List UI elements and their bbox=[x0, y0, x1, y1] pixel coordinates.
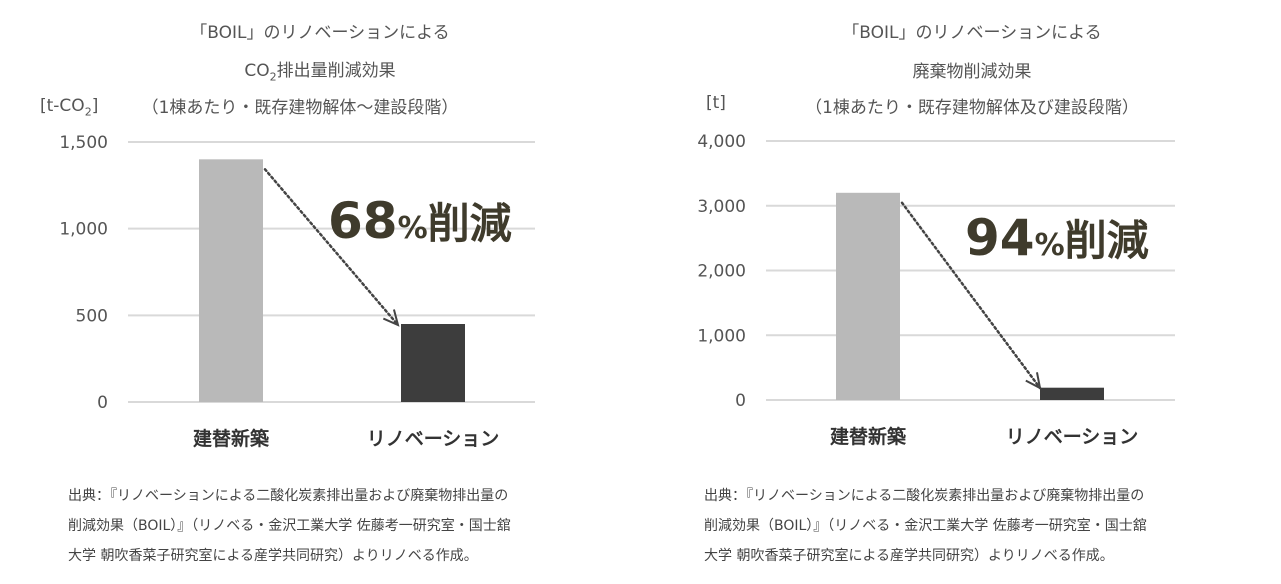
source-line: 削減効果（BOIL）』（リノベる・金沢工業大学 佐藤考一研究室・国士舘 bbox=[68, 518, 511, 534]
reduction-number: 68 bbox=[328, 192, 398, 250]
chart-title-line2: CO2排出量削減効果 bbox=[0, 56, 640, 83]
source-line: 出典：『リノベーションによる二酸化炭素排出量および廃棄物排出量の bbox=[68, 488, 509, 504]
source-line: 大学 朝吹香菜子研究室による産学共同研究）よりリノベる作成。 bbox=[704, 548, 1114, 564]
reduction-percent: % bbox=[1034, 228, 1065, 263]
chart-title-co: CO bbox=[244, 61, 270, 81]
reduction-arrow-line bbox=[900, 201, 1042, 390]
chart-title-line2: 廃棄物削減効果 bbox=[912, 62, 1032, 82]
source-note: 出典：『リノベーションによる二酸化炭素排出量および廃棄物排出量の 削減効果（BO… bbox=[68, 481, 511, 571]
y-tick-label: 0 bbox=[735, 391, 746, 411]
y-tick-label: 1,000 bbox=[59, 220, 108, 240]
y-tick-label: 3,000 bbox=[697, 197, 746, 217]
source-line: 大学 朝吹香菜子研究室による産学共同研究）よりリノベる作成。 bbox=[68, 548, 478, 564]
chart-title-line1: 「BOIL」のリノベーションによる bbox=[842, 23, 1102, 43]
chart-title-line3: （1棟あたり・既存建物解体～建設段階） bbox=[141, 98, 459, 118]
x-category-label: 建替新築 bbox=[193, 427, 270, 450]
co2-bar-chart: 0 500 1,000 1,500 建替新築 リノベーション bbox=[59, 133, 535, 450]
reduction-percent: % bbox=[397, 211, 428, 246]
reduction-word: 削減 bbox=[427, 199, 512, 248]
y-axis-unit: [t] bbox=[706, 93, 726, 113]
bar-renovation bbox=[401, 324, 465, 402]
reduction-arrow-head bbox=[1025, 372, 1042, 390]
source-line: 削減効果（BOIL）』（リノベる・金沢工業大学 佐藤考一研究室・国士舘 bbox=[704, 518, 1147, 534]
x-category-label: 建替新築 bbox=[830, 425, 907, 448]
reduction-callout: 68%削減 bbox=[328, 196, 512, 246]
chart-title-sub: 2 bbox=[269, 70, 277, 84]
reduction-number: 94 bbox=[965, 209, 1035, 267]
source-line: 出典：『リノベーションによる二酸化炭素排出量および廃棄物排出量の bbox=[704, 488, 1145, 504]
bar-renovation bbox=[1040, 387, 1104, 400]
y-tick-label: 500 bbox=[76, 306, 108, 326]
y-tick-label: 0 bbox=[97, 393, 108, 413]
unit-pre: [t-CO bbox=[40, 96, 85, 116]
y-axis-unit: [t-CO2] bbox=[40, 96, 98, 118]
y-tick-label: 4,000 bbox=[697, 132, 746, 152]
unit-sub: 2 bbox=[84, 105, 92, 119]
x-category-label: リノベーション bbox=[1006, 426, 1139, 448]
reduction-callout: 94%削減 bbox=[965, 213, 1149, 263]
reduction-arrow-line bbox=[263, 168, 400, 327]
reduction-arrow-head bbox=[382, 309, 400, 327]
bar-rebuild bbox=[836, 192, 900, 400]
source-note: 出典：『リノベーションによる二酸化炭素排出量および廃棄物排出量の 削減効果（BO… bbox=[704, 481, 1147, 571]
co2-chart-panel: 「BOIL」のリノベーションによる CO2排出量削減効果 （1棟あたり・既存建物… bbox=[0, 0, 640, 584]
chart-title-line1: 「BOIL」のリノベーションによる bbox=[190, 23, 450, 43]
reduction-word: 削減 bbox=[1064, 216, 1149, 265]
waste-bar-chart: 0 1,000 2,000 3,000 4,000 建替新築 リノベーション bbox=[697, 132, 1175, 448]
bar-rebuild bbox=[199, 159, 263, 402]
unit-post: ] bbox=[91, 96, 99, 116]
chart-title-rest: 排出量削減効果 bbox=[276, 61, 396, 81]
y-tick-label: 1,500 bbox=[59, 133, 108, 153]
x-category-label: リノベーション bbox=[367, 428, 500, 450]
waste-chart-panel: 「BOIL」のリノベーションによる 廃棄物削減効果 （1棟あたり・既存建物解体及… bbox=[640, 0, 1280, 584]
chart-title-line3: （1棟あたり・既存建物解体及び建設段階） bbox=[805, 98, 1139, 118]
y-tick-label: 2,000 bbox=[697, 262, 746, 282]
y-tick-label: 1,000 bbox=[697, 326, 746, 346]
